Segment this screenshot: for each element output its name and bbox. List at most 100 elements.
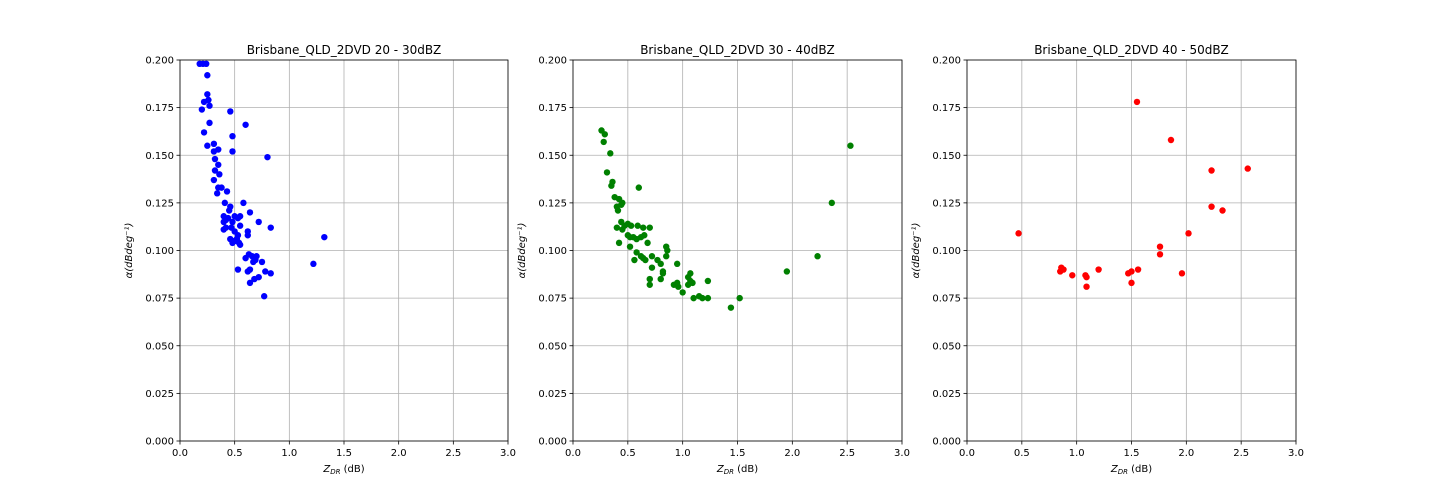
scatter-point bbox=[253, 253, 260, 260]
x-tick-label: 1.0 bbox=[1069, 448, 1085, 459]
y-tick-label: 0.050 bbox=[538, 341, 567, 352]
scatter-point bbox=[255, 273, 262, 281]
x-tick-label: 2.0 bbox=[784, 448, 800, 459]
y-tick-label: 0.000 bbox=[932, 437, 961, 448]
scatter-point bbox=[847, 142, 854, 149]
scatter-point bbox=[704, 277, 712, 285]
scatter-point bbox=[1133, 98, 1141, 106]
scatter-panel-2: 0.0 0.5 1.0 1.5 2.0 2.5 3.0 0.000 0.025 0.050 0.07… bbox=[517, 43, 910, 476]
x-tick-label: 2.5 bbox=[445, 448, 461, 459]
chart-title: Brisbane_QLD_2DVD 20 - 30dBZ bbox=[247, 43, 442, 57]
scatter-point bbox=[619, 199, 626, 207]
scatter-point bbox=[211, 167, 219, 174]
y-tick-label: 0.000 bbox=[145, 437, 174, 448]
x-tick-label: 0.0 bbox=[172, 448, 188, 459]
plot-frame bbox=[572, 59, 903, 442]
scatter-point bbox=[633, 249, 640, 256]
scatter-point bbox=[264, 153, 271, 161]
scatter-point bbox=[206, 102, 213, 109]
scatter-point bbox=[240, 199, 247, 207]
scatter-point bbox=[236, 222, 244, 229]
scatter-point bbox=[213, 190, 221, 197]
scatter-point bbox=[627, 222, 635, 229]
scatter-point bbox=[1156, 243, 1164, 250]
scatter-point bbox=[603, 169, 611, 176]
scatter-point bbox=[234, 214, 242, 222]
scatter-point bbox=[783, 268, 791, 275]
scatter-point bbox=[631, 256, 638, 264]
scatter-point bbox=[613, 224, 621, 231]
scatter-point bbox=[211, 155, 219, 163]
scatter-point bbox=[626, 243, 634, 250]
scatter-point bbox=[1128, 279, 1135, 287]
scatter-point bbox=[607, 150, 614, 157]
scatter-point bbox=[222, 224, 230, 231]
y-tick-label: 0.025 bbox=[145, 389, 174, 400]
scatter-point bbox=[1128, 268, 1135, 275]
scatter-point bbox=[242, 121, 249, 128]
scatter-point bbox=[223, 188, 231, 195]
x-tick-label: 0.0 bbox=[959, 448, 975, 459]
scatter-point bbox=[220, 218, 227, 226]
x-tick-label: 1.5 bbox=[730, 448, 746, 459]
y-tick-label: 0.100 bbox=[145, 246, 174, 257]
scatter-point bbox=[1058, 264, 1065, 271]
scatter-point bbox=[608, 182, 615, 189]
scatter-point bbox=[615, 239, 623, 247]
scatter-point bbox=[235, 239, 243, 247]
chart-title: Brisbane_QLD_2DVD 40 - 50dBZ bbox=[1034, 43, 1229, 57]
y-tick-label: 0.125 bbox=[145, 198, 174, 209]
scatter-point bbox=[634, 222, 641, 229]
scatter-point bbox=[267, 270, 274, 277]
y-tick-label: 0.025 bbox=[538, 389, 567, 400]
scatter-point bbox=[1208, 167, 1215, 174]
scatter-point bbox=[244, 232, 251, 239]
x-tick-label: 1.0 bbox=[281, 448, 297, 459]
y-tick-label: 0.075 bbox=[145, 294, 174, 305]
scatter-point bbox=[699, 294, 706, 302]
scatter-point bbox=[229, 218, 236, 226]
scatter-point bbox=[600, 138, 607, 146]
scatter-point bbox=[210, 176, 218, 184]
scatter-point bbox=[736, 294, 743, 302]
scatter-point bbox=[267, 224, 274, 231]
x-tick-label: 3.0 bbox=[894, 448, 910, 459]
scatter-panel-1: 0.0 0.5 1.0 1.5 2.0 2.5 3.0 0.000 0.025 0.050 0.07… bbox=[124, 43, 516, 476]
scatter-point bbox=[210, 140, 218, 148]
x-tick-label: 2.5 bbox=[1233, 448, 1249, 459]
scatter-point bbox=[657, 275, 664, 283]
y-tick-label: 0.100 bbox=[932, 246, 961, 257]
x-tick-label: 2.0 bbox=[1178, 448, 1194, 459]
scatter-point bbox=[679, 289, 686, 296]
x-tick-label: 0.5 bbox=[1014, 448, 1030, 459]
scatter-point bbox=[1095, 266, 1102, 273]
scatter-point bbox=[828, 199, 836, 207]
scatter-point bbox=[204, 72, 211, 79]
x-axis-label: ZDR (dB) bbox=[322, 464, 364, 476]
y-tick-label: 0.075 bbox=[538, 294, 567, 305]
scatter-point bbox=[215, 161, 222, 168]
x-axis-label: ZDR (dB) bbox=[1110, 464, 1152, 476]
y-axis-label: α(dBdeg⁻¹) bbox=[124, 223, 135, 279]
y-tick-label: 0.050 bbox=[145, 341, 174, 352]
scatter-point bbox=[601, 131, 609, 138]
x-tick-label: 1.0 bbox=[675, 448, 691, 459]
y-tick-label: 0.050 bbox=[932, 341, 961, 352]
scatter-point bbox=[648, 264, 656, 271]
y-tick-label: 0.150 bbox=[145, 151, 174, 162]
scatter-point bbox=[234, 266, 242, 273]
scatter-point bbox=[200, 98, 208, 106]
x-tick-label: 2.0 bbox=[391, 448, 407, 459]
scatter-point bbox=[614, 207, 622, 214]
scatter-point bbox=[648, 253, 656, 260]
y-tick-label: 0.200 bbox=[538, 56, 567, 67]
y-axis-label: α(dBdeg⁻¹) bbox=[517, 223, 528, 279]
scatter-point bbox=[687, 270, 694, 277]
chart-title: Brisbane_QLD_2DVD 30 - 40dBZ bbox=[640, 43, 835, 57]
scatter-point bbox=[1219, 207, 1226, 214]
plot-frame bbox=[966, 59, 1297, 442]
y-tick-label: 0.125 bbox=[932, 198, 961, 209]
scatter-point bbox=[1178, 270, 1186, 277]
y-tick-label: 0.075 bbox=[932, 294, 961, 305]
scatter-point bbox=[689, 279, 696, 287]
